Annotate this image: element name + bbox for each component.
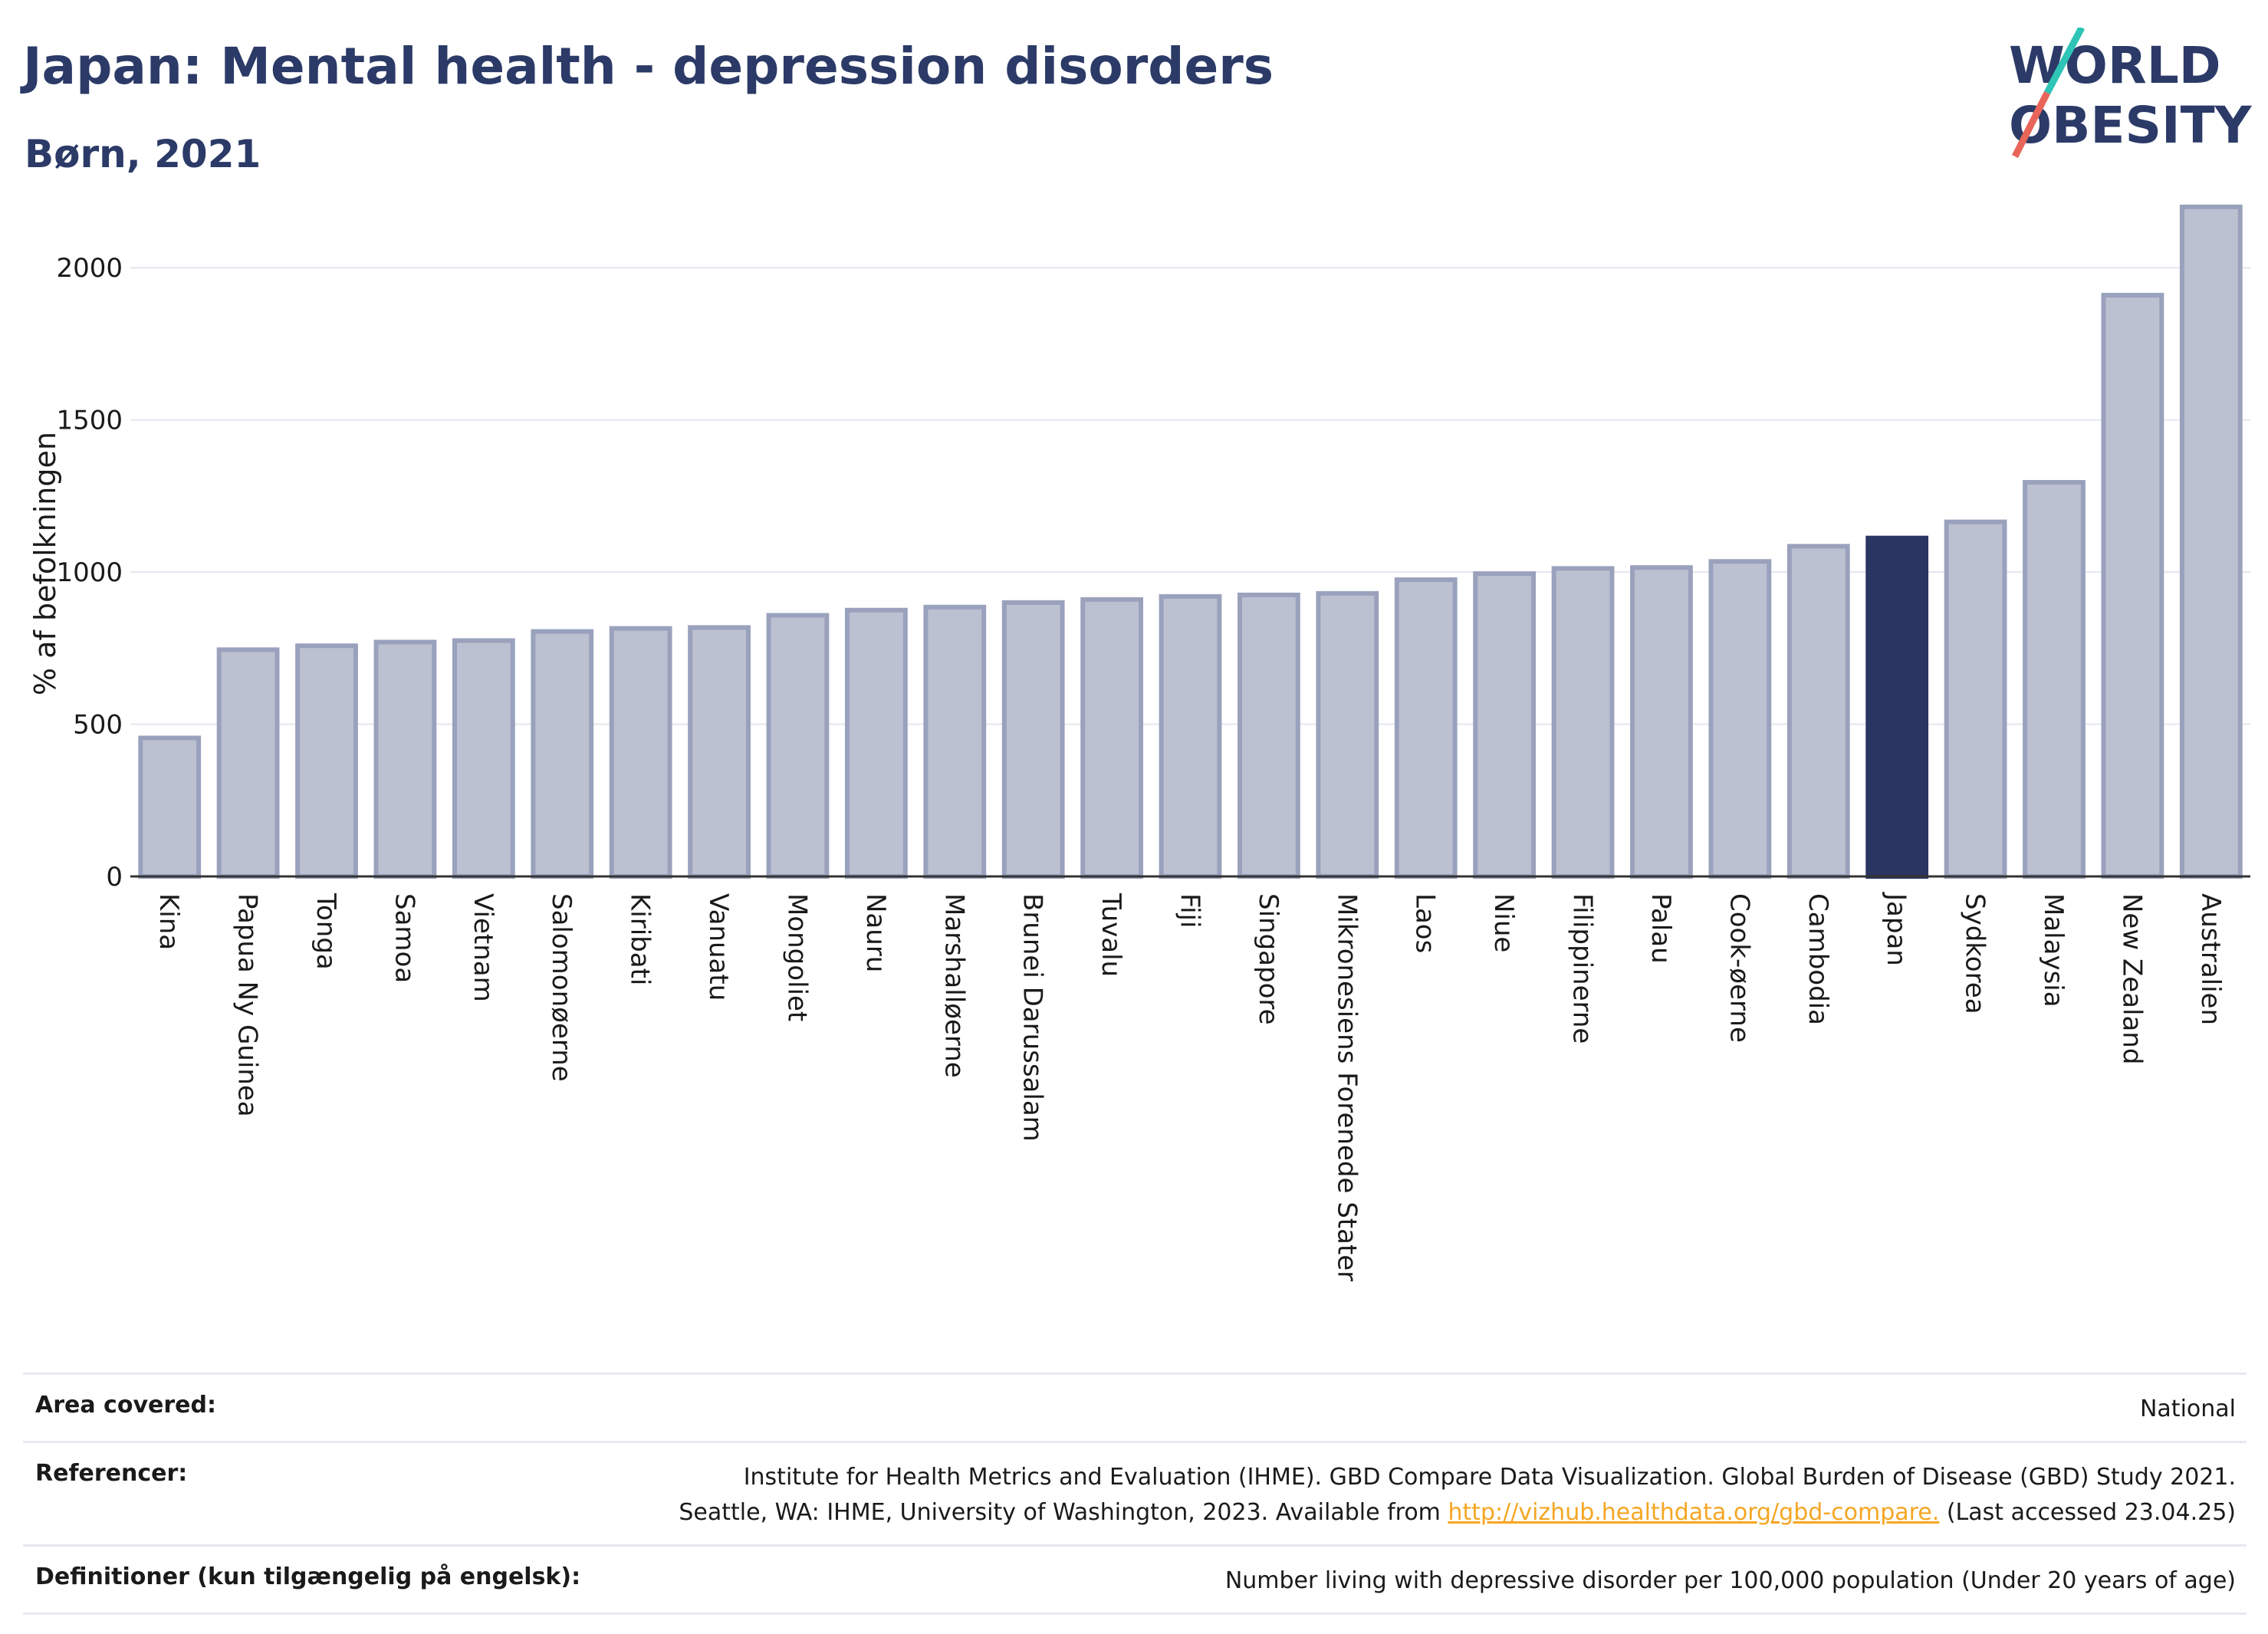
x-tick-label: Salomonøerne (546, 893, 577, 1082)
x-tick-label: Tuvalu (1096, 893, 1126, 977)
x-tick-label: Tonga (311, 893, 341, 970)
x-tick-label: Palau (1645, 893, 1676, 964)
x-tick-label: Samoa (389, 893, 419, 983)
y-tick-label: 0 (106, 862, 123, 893)
bar-kina[interactable] (138, 735, 202, 879)
x-tick-label: Kina (153, 893, 184, 950)
bar-cambodia[interactable] (1786, 544, 1850, 879)
bar-nauru[interactable] (844, 607, 908, 879)
bar-laos[interactable] (1394, 577, 1458, 879)
logo-slash-bottom (2011, 90, 2051, 159)
y-tick-label: 500 (73, 710, 123, 741)
bar-new-zealand[interactable] (2101, 292, 2164, 879)
bar-chart: 0 500 1000 1500 2000 Kina Papua Ny Guinea Tong… (28, 204, 2250, 1281)
footer-row-definitions: Definitioner (kun tilgængelig på engelsk… (23, 1544, 2247, 1615)
bar-palau[interactable] (1630, 565, 1693, 879)
area-value: National (2139, 1396, 2236, 1422)
bar-niue[interactable] (1473, 571, 1537, 879)
references-accessed: (Last accessed 23.04.25) (1939, 1499, 2236, 1526)
x-tick-label: Marshalløerne (938, 893, 969, 1078)
y-tick-label: 1500 (56, 406, 123, 436)
x-tick-label: Malaysia (2038, 893, 2069, 1008)
logo-line1: WORLD (2009, 36, 2221, 95)
bars (138, 204, 2243, 879)
bar-malaysia[interactable] (2023, 480, 2086, 879)
bar-singapore[interactable] (1238, 592, 1300, 879)
references-label: Referencer: (35, 1460, 188, 1487)
logo-line2: OBESITY (2009, 96, 2253, 155)
x-tick-label: Australien (2195, 893, 2226, 1025)
x-tick-label: Kiribati (625, 893, 656, 985)
bar-papua-ny-guinea[interactable] (216, 647, 280, 879)
bar-tonga[interactable] (295, 643, 358, 879)
y-axis-title: % af befolkningen (28, 432, 62, 695)
x-tick-label: Cambodia (1803, 893, 1833, 1025)
x-tick-label: Cook-øerne (1724, 893, 1754, 1043)
bar-mongoliet[interactable] (766, 613, 830, 879)
x-axis-labels: Kina Papua Ny Guinea Tonga Samoa Vietnam Salo… (153, 892, 2226, 1281)
bar-sydkorea[interactable] (1944, 519, 2007, 879)
x-tick-label: Niue (1488, 893, 1519, 952)
bar-vanuatu[interactable] (688, 625, 751, 879)
bar-salomon-erne[interactable] (531, 629, 594, 879)
bar-japan[interactable] (1865, 535, 1929, 879)
references-line1: Institute for Health Metrics and Evaluat… (743, 1464, 2236, 1491)
definitions-label: Definitioner (kun tilgængelig på engelsk… (35, 1563, 581, 1590)
logo-slash-top (2044, 28, 2085, 95)
references-value: Institute for Health Metrics and Evaluat… (679, 1460, 2236, 1530)
x-tick-label: Papua Ny Guinea (232, 893, 263, 1117)
bar-tuvalu[interactable] (1080, 597, 1143, 879)
footer-row-area: Area covered: National (23, 1373, 2247, 1441)
x-tick-label: New Zealand (2116, 893, 2147, 1064)
bar-marshall-erne[interactable] (923, 604, 987, 879)
x-tick-label: Sydkorea (1960, 893, 1990, 1014)
bar-kiribati[interactable] (609, 626, 672, 879)
bar-mikronesiens-forenede-stater[interactable] (1316, 590, 1379, 879)
footer-row-references: Referencer: Institute for Health Metrics… (23, 1441, 2247, 1544)
x-tick-label: Nauru (860, 893, 891, 972)
references-link[interactable]: http://vizhub.healthdata.org/gbd-compare… (1448, 1499, 1940, 1526)
x-tick-label: Vietnam (468, 893, 498, 1002)
y-axis-ticks: 0 500 1000 1500 2000 (56, 253, 123, 893)
x-tick-label: Filippinerne (1567, 893, 1598, 1044)
x-tick-label: Brunei Darussalam (1017, 893, 1048, 1142)
x-tick-label: Vanuatu (703, 893, 734, 1001)
bar-samoa[interactable] (373, 639, 437, 879)
y-tick-label: 2000 (56, 253, 123, 284)
page-title: Japan: Mental health - depression disord… (23, 37, 1274, 96)
bar-filippinerne[interactable] (1551, 566, 1615, 879)
references-line2: Seattle, WA: IHME, University of Washing… (679, 1495, 2236, 1530)
area-label: Area covered: (35, 1392, 216, 1419)
bar-brunei-darussalam[interactable] (1001, 600, 1065, 879)
x-tick-label: Singapore (1253, 893, 1284, 1025)
x-tick-label: Japan (1881, 892, 1911, 966)
footer-table: Area covered: National Referencer: Insti… (23, 1373, 2247, 1615)
page-subtitle: Børn, 2021 (25, 132, 261, 176)
bar-fiji[interactable] (1159, 593, 1222, 879)
definitions-value: Number living with depressive disorder p… (1224, 1567, 2236, 1594)
bar-australien[interactable] (2179, 204, 2243, 879)
bar-vietnam[interactable] (452, 638, 515, 879)
x-tick-label: Mikronesiens Forenede Stater (1331, 893, 1362, 1281)
y-tick-label: 1000 (56, 557, 123, 588)
bar-cook-erne[interactable] (1708, 559, 1772, 879)
x-tick-label: Laos (1410, 893, 1441, 953)
x-tick-label: Mongoliet (781, 893, 812, 1021)
x-tick-label: Fiji (1175, 893, 1205, 928)
world-obesity-logo: WORLD OBESITY (2009, 28, 2253, 159)
references-line2-text: Seattle, WA: IHME, University of Washing… (679, 1499, 1448, 1526)
